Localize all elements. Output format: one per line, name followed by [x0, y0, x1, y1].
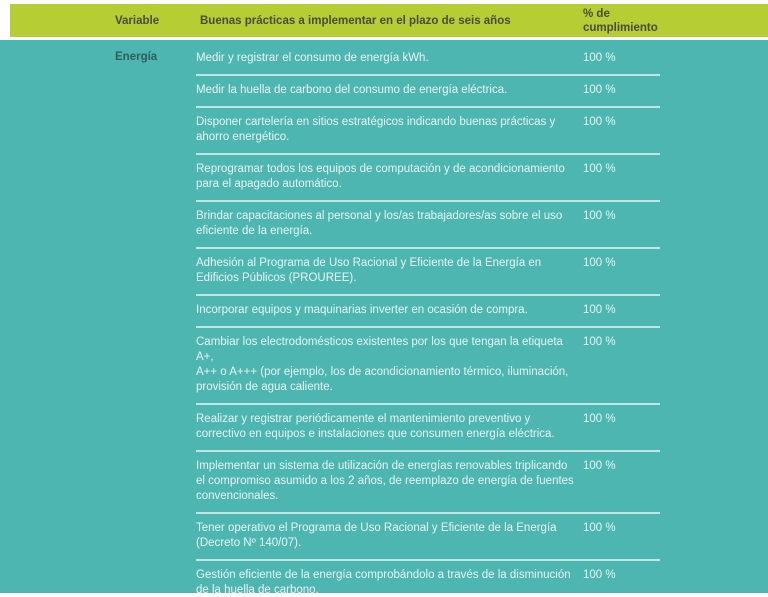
- table-header: Variable Buenas prácticas a implementar …: [10, 4, 768, 37]
- compliance-value: 100 %: [583, 460, 616, 472]
- practice-text: Cambiar los electrodomésticos existentes…: [196, 336, 569, 393]
- practice-text: Realizar y registrar periódicamente el m…: [196, 413, 555, 440]
- compliance-value: 100 %: [583, 116, 616, 128]
- table-row: Disponer cartelería en sitios estratégic…: [0, 106, 768, 153]
- table-row: Cambiar los electrodomésticos existentes…: [0, 326, 768, 403]
- variable-cell: [0, 153, 196, 200]
- header-compliance: % de cumplimiento: [583, 7, 658, 34]
- header-variable: Variable: [115, 14, 160, 27]
- practice-text: Incorporar equipos y maquinarias inverte…: [196, 304, 528, 316]
- variable-cell: [0, 200, 196, 247]
- practice-text: Medir y registrar el consumo de energía …: [196, 52, 429, 64]
- compliance-value: 100 %: [583, 304, 616, 316]
- compliance-value: 100 %: [583, 522, 616, 534]
- variable-cell: [0, 403, 196, 450]
- compliance-value: 100 %: [583, 210, 616, 222]
- variable-cell: [0, 247, 196, 294]
- practice-text: Gestión eficiente de la energía comprobá…: [196, 569, 571, 593]
- practice-text: Reprogramar todos los equipos de computa…: [196, 163, 565, 190]
- variable-cell: [0, 326, 196, 403]
- variable-cell: [0, 450, 196, 512]
- table-row: Medir la huella de carbono del consumo d…: [0, 74, 768, 106]
- table-row: Brindar capacitaciones al personal y los…: [0, 200, 768, 247]
- table-body: Energía Medir y registrar el consumo de …: [0, 40, 768, 593]
- variable-cell: [0, 559, 196, 593]
- practice-text: Brindar capacitaciones al personal y los…: [196, 210, 563, 237]
- compliance-value: 100 %: [583, 413, 616, 425]
- practice-text: Medir la huella de carbono del consumo d…: [196, 84, 508, 96]
- table-row: Energía Medir y registrar el consumo de …: [0, 44, 768, 74]
- compliance-value: 100 %: [583, 52, 616, 64]
- table-row: Gestión eficiente de la energía comprobá…: [0, 559, 768, 593]
- variable-cell: [0, 74, 196, 106]
- variable-cell: Energía: [115, 51, 158, 63]
- table-row: Realizar y registrar periódicamente el m…: [0, 403, 768, 450]
- table-row: Adhesión al Programa de Uso Racional y E…: [0, 247, 768, 294]
- practice-text: Adhesión al Programa de Uso Racional y E…: [196, 257, 542, 284]
- table-row: Tener operativo el Programa de Uso Racio…: [0, 512, 768, 559]
- compliance-value: 100 %: [583, 163, 616, 175]
- compliance-value: 100 %: [583, 569, 616, 581]
- table-row: Reprogramar todos los equipos de computa…: [0, 153, 768, 200]
- variable-cell: [0, 106, 196, 153]
- compliance-value: 100 %: [583, 257, 616, 269]
- compliance-value: 100 %: [583, 84, 616, 96]
- practice-text: Tener operativo el Programa de Uso Racio…: [196, 522, 557, 549]
- practice-text: Disponer cartelería en sitios estratégic…: [196, 116, 556, 143]
- variable-cell: [0, 294, 196, 326]
- compliance-value: 100 %: [583, 336, 616, 348]
- variable-cell: [0, 512, 196, 559]
- table-row: Incorporar equipos y maquinarias inverte…: [0, 294, 768, 326]
- table-row: Implementar un sistema de utilización de…: [0, 450, 768, 512]
- practice-text: Implementar un sistema de utilización de…: [196, 460, 574, 502]
- header-practices: Buenas prácticas a implementar en el pla…: [200, 14, 511, 27]
